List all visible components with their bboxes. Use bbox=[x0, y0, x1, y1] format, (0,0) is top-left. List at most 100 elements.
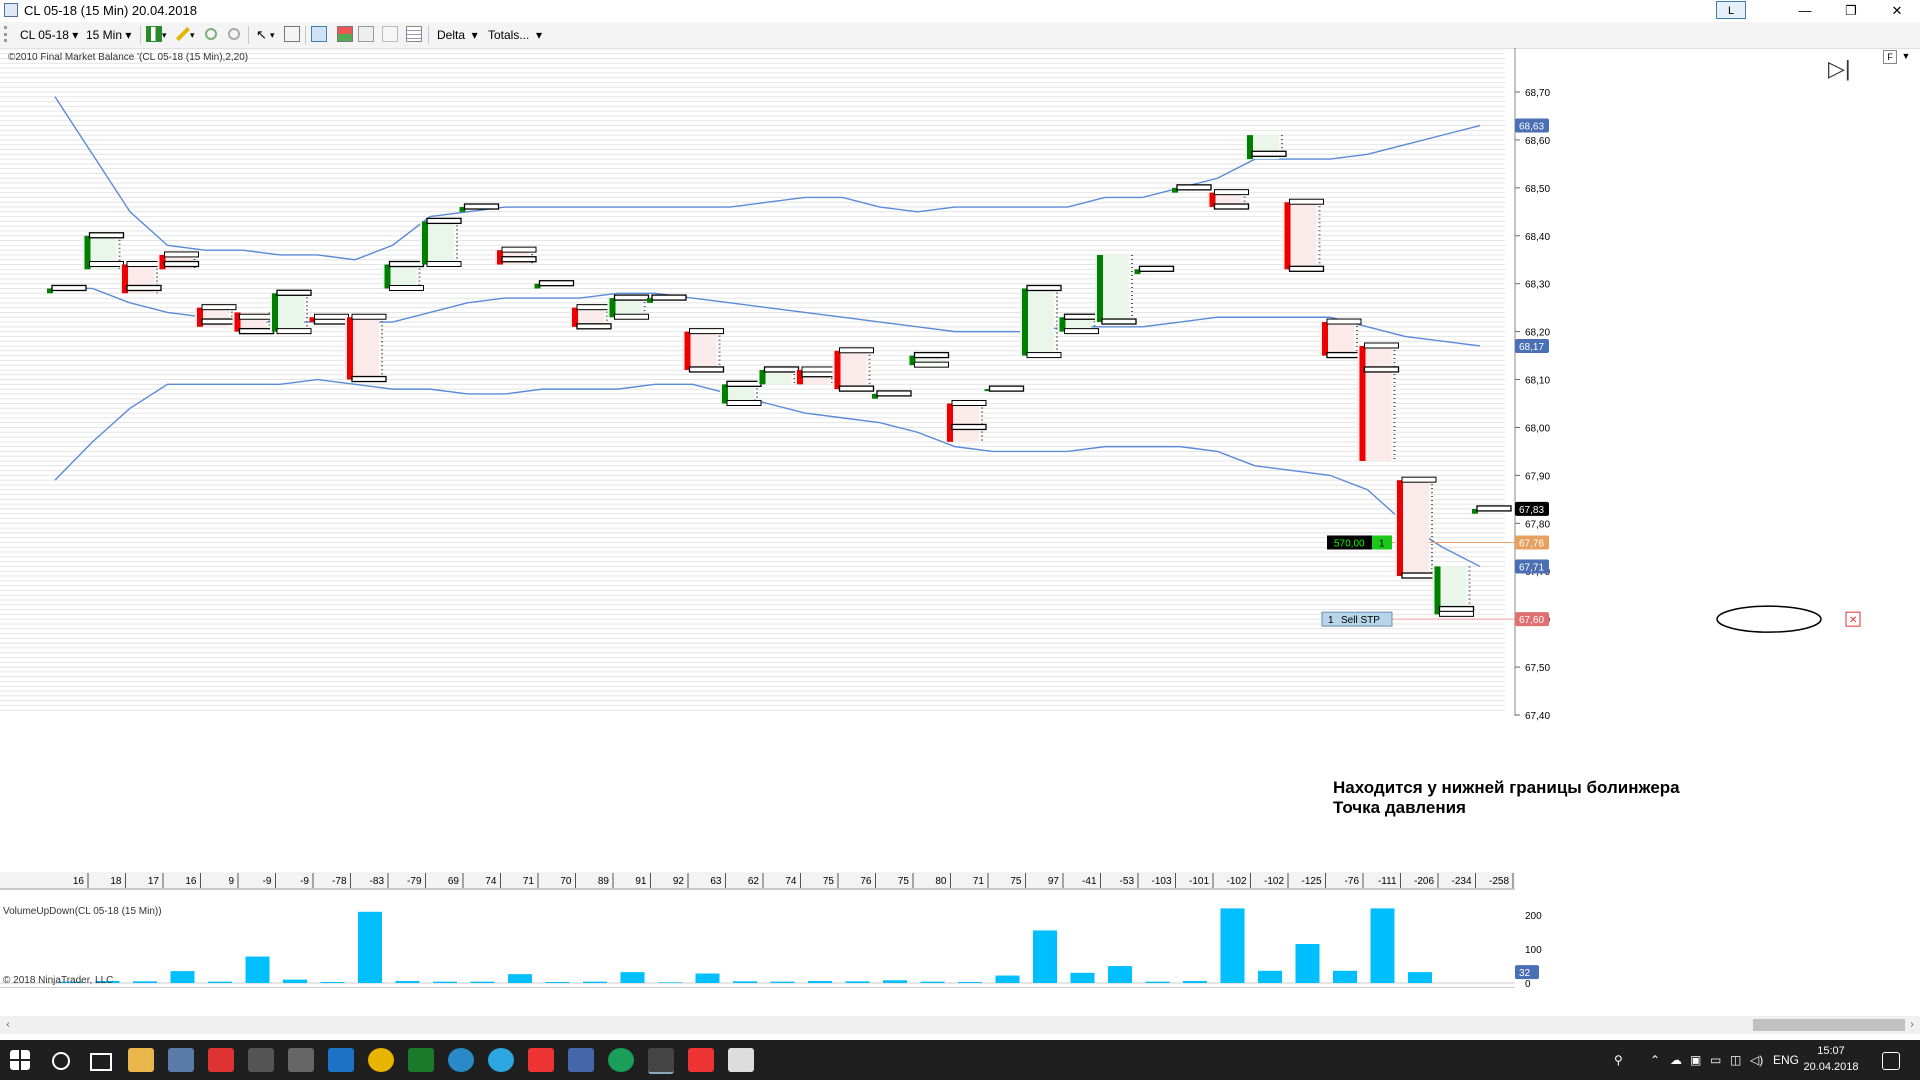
toolbar-separator bbox=[248, 26, 249, 44]
footprint-cells bbox=[720, 384, 754, 404]
open-marker bbox=[351, 313, 387, 320]
cursor-icon[interactable]: ↖ bbox=[256, 27, 267, 42]
bollinger-lower-line bbox=[54, 378, 1481, 568]
app-icon-13[interactable] bbox=[608, 1048, 634, 1072]
delta-value: 62 bbox=[748, 876, 760, 887]
open-marker bbox=[1439, 610, 1474, 617]
app-icon-15[interactable] bbox=[688, 1048, 714, 1072]
delta-select[interactable]: Delta ▾ bbox=[437, 28, 478, 42]
ninjatrader-icon[interactable] bbox=[648, 1048, 674, 1074]
chrome-icon[interactable] bbox=[368, 1048, 394, 1072]
task-view-icon[interactable] bbox=[90, 1053, 112, 1071]
bar-style-dropdown-icon[interactable]: ▾ bbox=[162, 30, 167, 40]
cursor-dropdown-icon[interactable]: ▾ bbox=[270, 30, 275, 40]
footprint-cells bbox=[1057, 317, 1092, 332]
panel-options-button[interactable]: F bbox=[1883, 50, 1897, 64]
delta-value: -79 bbox=[407, 876, 422, 887]
video-app-icon[interactable] bbox=[728, 1048, 754, 1072]
volume-bar bbox=[1408, 972, 1432, 983]
gift-app-icon[interactable] bbox=[208, 1048, 234, 1072]
order-box[interactable] bbox=[1321, 611, 1393, 627]
candle-bar bbox=[1134, 269, 1141, 275]
price-chart[interactable]: 68,70 68,60 68,50 68,40 68,30 68,20 68,10 68,00… bbox=[0, 48, 1920, 988]
instrument-select[interactable]: CL 05-18 ▾ bbox=[20, 28, 79, 42]
data-box-icon[interactable] bbox=[284, 26, 300, 42]
close-marker bbox=[988, 385, 1025, 392]
start-icon[interactable] bbox=[10, 1050, 30, 1070]
restore-button[interactable]: ❐ bbox=[1845, 3, 1857, 18]
order-type-label: Sell STP bbox=[1341, 615, 1380, 626]
scroll-right-icon[interactable]: › bbox=[1910, 1019, 1914, 1030]
edge-icon[interactable] bbox=[328, 1048, 354, 1072]
candle-bar bbox=[347, 317, 353, 380]
tray-chevron-icon[interactable]: ⌃ bbox=[1650, 1053, 1661, 1067]
delta-value: 75 bbox=[1010, 876, 1022, 887]
bar-style-icon[interactable] bbox=[146, 26, 162, 42]
zoom-in-icon[interactable] bbox=[205, 28, 217, 40]
taskbar-clock[interactable]: 15:07 20.04.2018 bbox=[1803, 1043, 1859, 1075]
file-explorer-icon[interactable] bbox=[128, 1048, 154, 1072]
battery-icon[interactable]: ▭ bbox=[1710, 1053, 1722, 1067]
close-marker bbox=[351, 375, 387, 383]
draw-dropdown-icon[interactable]: ▾ bbox=[190, 30, 195, 40]
app-icon-8[interactable] bbox=[408, 1048, 434, 1072]
language-indicator[interactable]: ENG bbox=[1773, 1053, 1800, 1067]
network-icon[interactable]: ◫ bbox=[1730, 1053, 1742, 1067]
mail-icon[interactable] bbox=[288, 1048, 314, 1072]
link-button[interactable]: L bbox=[1716, 1, 1746, 19]
close-marker bbox=[576, 323, 612, 330]
close-marker bbox=[463, 203, 500, 210]
volume-bar bbox=[433, 981, 457, 983]
volume-icon[interactable]: ◁) bbox=[1750, 1053, 1764, 1067]
open-marker bbox=[314, 313, 349, 320]
notification-app-icon[interactable]: ▣ bbox=[1690, 1053, 1702, 1067]
strategies-icon[interactable] bbox=[358, 26, 374, 42]
close-button[interactable]: ✕ bbox=[1891, 3, 1903, 18]
scroll-thumb[interactable] bbox=[1753, 1019, 1905, 1031]
volume-bar bbox=[1220, 908, 1245, 983]
telegram-icon[interactable] bbox=[488, 1048, 514, 1072]
volume-panel-title: VolumeUpDown(CL 05-18 (15 Min)) bbox=[3, 906, 162, 917]
volume-bar bbox=[1295, 944, 1320, 983]
scroll-to-end-icon[interactable]: ▷| bbox=[1828, 56, 1851, 81]
scroll-left-icon[interactable]: ‹ bbox=[6, 1019, 10, 1030]
volume-bar bbox=[95, 980, 120, 983]
totals-select[interactable]: Totals... ▾ bbox=[488, 28, 543, 42]
delta-value: 76 bbox=[860, 876, 872, 887]
minimize-button[interactable]: — bbox=[1798, 3, 1812, 18]
app-icon-2[interactable] bbox=[168, 1048, 194, 1072]
close-marker bbox=[1288, 265, 1325, 272]
list-icon[interactable] bbox=[406, 26, 422, 42]
cloud-icon[interactable]: ☁ bbox=[1670, 1053, 1682, 1067]
chart-trader-icon[interactable] bbox=[311, 26, 327, 42]
price-tag bbox=[1515, 338, 1549, 353]
store-icon[interactable] bbox=[248, 1048, 274, 1072]
close-marker bbox=[726, 380, 762, 387]
footprint-cells bbox=[907, 355, 942, 366]
search-icon[interactable] bbox=[52, 1052, 70, 1070]
volume-bar bbox=[845, 981, 870, 983]
candle-bar bbox=[309, 317, 316, 323]
period-label: 15 Min bbox=[86, 28, 123, 42]
properties-icon[interactable] bbox=[382, 26, 398, 42]
people-icon[interactable]: ⚲ bbox=[1614, 1053, 1623, 1067]
open-marker bbox=[914, 361, 949, 368]
app-icon-9[interactable] bbox=[448, 1048, 474, 1072]
candle-bar bbox=[872, 393, 878, 399]
close-marker bbox=[538, 280, 575, 287]
delta-value: 71 bbox=[973, 876, 985, 887]
period-select[interactable]: 15 Min ▾ bbox=[86, 28, 132, 42]
indicators-icon[interactable] bbox=[337, 26, 353, 42]
yandex-icon[interactable] bbox=[528, 1048, 554, 1072]
app-icon-12[interactable] bbox=[568, 1048, 594, 1072]
candle-bar bbox=[384, 264, 391, 289]
volume-bar bbox=[695, 973, 720, 983]
volume-bar bbox=[808, 980, 832, 983]
action-center-icon[interactable] bbox=[1882, 1052, 1900, 1070]
horizontal-scrollbar[interactable]: ‹ › bbox=[0, 1016, 1920, 1034]
zoom-out-icon[interactable] bbox=[228, 28, 240, 40]
panel-dropdown-icon[interactable]: ▼ bbox=[1901, 51, 1911, 61]
close-marker bbox=[688, 366, 725, 373]
order-cancel-box[interactable] bbox=[1845, 611, 1861, 627]
pencil-icon[interactable] bbox=[175, 26, 191, 42]
